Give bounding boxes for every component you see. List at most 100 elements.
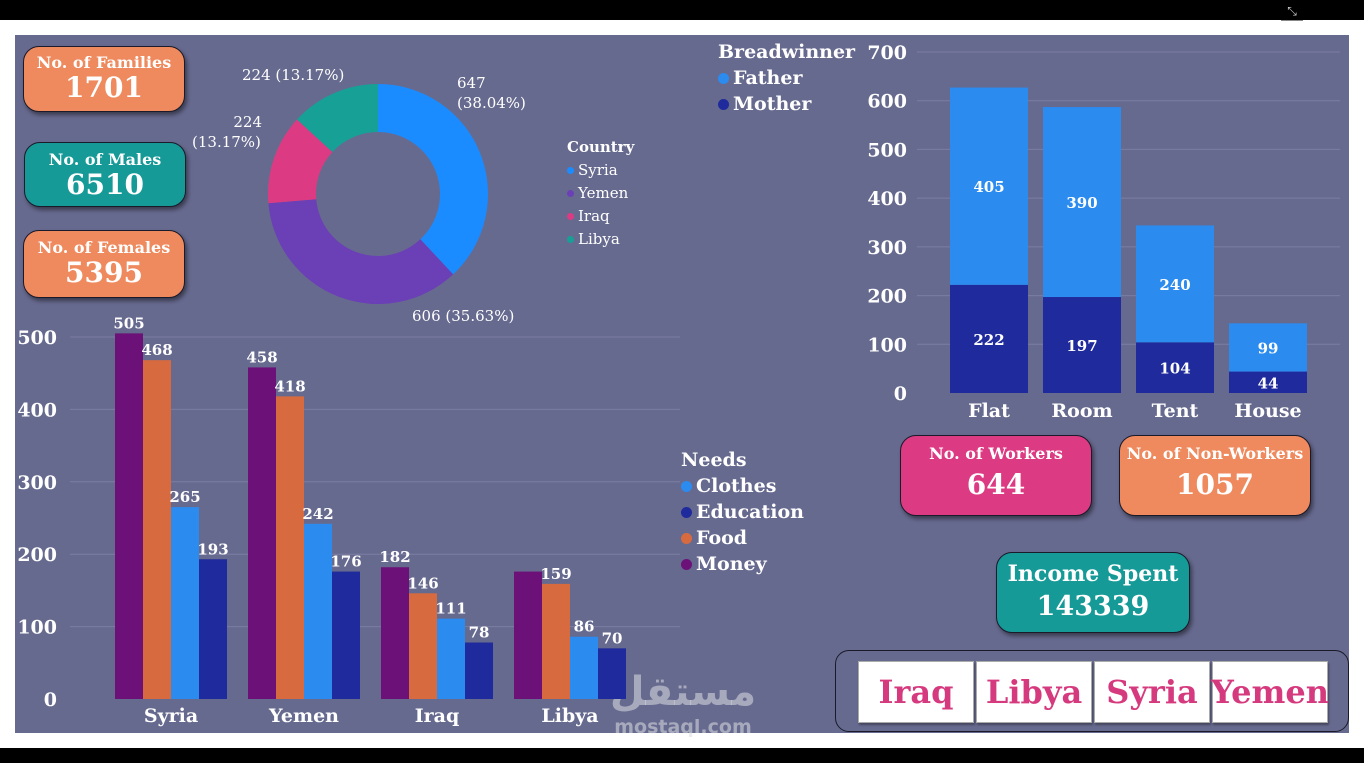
country-legend-syria: Syria	[567, 161, 634, 179]
workers-value: 644	[966, 468, 1026, 501]
needs-bar-libya-money	[514, 571, 542, 699]
donut-label-syria: 647 (38.04%)	[457, 74, 526, 112]
needs-data-label: 418	[274, 377, 305, 395]
needs-data-label: 182	[379, 548, 410, 566]
needs-ytick: 100	[17, 617, 57, 639]
breadwinner-legend-title: Breadwinner	[718, 41, 856, 63]
needs-data-label: 193	[197, 540, 228, 558]
needs-data-label: 159	[540, 565, 571, 583]
needs-legend-food: Food	[681, 527, 804, 549]
housing-data-label: 222	[973, 331, 1004, 349]
housing-data-label: 197	[1066, 337, 1097, 355]
needs-bar-syria-education	[199, 559, 227, 699]
legend-father-label: Father	[733, 67, 803, 89]
legend-swatch	[681, 558, 692, 570]
housing-data-label: 99	[1258, 339, 1279, 357]
country-legend: Country Syria Yemen Iraq Libya	[567, 138, 634, 248]
workers-card: No. of Workers 644	[900, 435, 1092, 516]
slicer-libya[interactable]: Libya	[976, 661, 1092, 723]
housing-bar-tent-father	[1136, 225, 1214, 343]
exit-fullscreen-icon[interactable]: ⤡	[1281, 2, 1303, 21]
country-slicer: Iraq Libya Syria Yemen	[835, 650, 1349, 732]
legend-swatch	[681, 506, 692, 518]
needs-legend-title: Needs	[681, 449, 747, 471]
females-label: No. of Females	[37, 238, 171, 257]
families-label: No. of Families	[36, 53, 172, 72]
legend-swatch	[567, 166, 574, 174]
needs-data-label: 111	[435, 600, 466, 618]
legend-swatch	[681, 532, 692, 544]
legend-swatch	[567, 235, 574, 243]
housing-ytick: 100	[867, 334, 907, 356]
families-value: 1701	[65, 71, 143, 104]
needs-ytick: 500	[17, 327, 57, 349]
country-legend-label: Syria	[578, 161, 618, 179]
mother-swatch	[718, 98, 729, 110]
needs-bar-syria-food	[143, 360, 171, 699]
housing-xtick-room: Room	[1051, 400, 1112, 422]
housing-bar-room-father	[1043, 107, 1121, 298]
housing-ytick: 700	[867, 42, 907, 64]
males-value: 6510	[66, 168, 144, 201]
needs-bar-syria-money	[115, 333, 143, 699]
males-card: No. of Males 6510	[24, 142, 186, 207]
needs-legend: Needs Clothes Education Food Money	[681, 449, 804, 575]
needs-data-label: 265	[169, 488, 200, 506]
slicer-yemen[interactable]: Yemen	[1211, 661, 1329, 723]
non-workers-card: No. of Non-Workers 1057	[1119, 435, 1311, 516]
needs-data-label: 86	[574, 618, 595, 636]
income-card: Income Spent 143339	[996, 552, 1190, 633]
housing-data-label: 104	[1159, 360, 1190, 378]
legend-swatch	[681, 480, 692, 492]
slicer-syria[interactable]: Syria	[1094, 661, 1210, 723]
needs-xtick-iraq: Iraq	[415, 705, 460, 727]
country-legend-title: Country	[567, 138, 635, 156]
needs-ytick: 0	[44, 689, 57, 711]
housing-bar-flat-father	[950, 87, 1028, 285]
country-legend-label: Iraq	[578, 207, 610, 225]
workers-label: No. of Workers	[929, 444, 1063, 463]
needs-ytick: 400	[17, 399, 57, 421]
needs-bar-yemen-clothes	[304, 523, 332, 699]
housing-ytick: 0	[894, 383, 907, 405]
housing-xtick-flat: Flat	[968, 400, 1010, 422]
donut-label-yemen: 606 (35.63%)	[412, 307, 514, 325]
needs-bar-yemen-food	[276, 396, 304, 699]
needs-ytick: 200	[17, 544, 57, 566]
needs-ytick: 300	[17, 472, 57, 494]
needs-data-label: 242	[302, 505, 333, 523]
needs-data-label: 70	[602, 629, 623, 647]
legend-swatch	[567, 212, 574, 220]
housing-ytick: 500	[867, 139, 907, 161]
needs-data-label: 176	[330, 553, 361, 571]
needs-bar-syria-clothes	[171, 507, 199, 699]
housing-data-label: 405	[973, 178, 1004, 196]
needs-legend-money: Money	[681, 553, 804, 575]
needs-legend-clothes: Clothes	[681, 475, 804, 497]
needs-xtick-yemen: Yemen	[268, 705, 339, 727]
housing-bar-room-mother	[1043, 297, 1121, 393]
housing-xtick-tent: Tent	[1152, 400, 1199, 422]
legend-swatch	[567, 189, 574, 197]
non-workers-label: No. of Non-Workers	[1126, 444, 1304, 463]
needs-bar-libya-clothes	[570, 636, 598, 699]
needs-legend-label: Money	[696, 553, 767, 575]
country-legend-libya: Libya	[567, 230, 634, 248]
watermark-logo: مستقل mostaql.com	[598, 668, 768, 746]
income-value: 143339	[1036, 591, 1150, 622]
needs-bar-iraq-education	[465, 642, 493, 699]
needs-data-label: 468	[141, 341, 172, 359]
donut-slice-libya	[297, 84, 378, 153]
slicer-iraq[interactable]: Iraq	[858, 661, 974, 723]
needs-legend-label: Clothes	[696, 475, 777, 497]
legend-mother-label: Mother	[733, 93, 812, 115]
housing-ytick: 300	[867, 237, 907, 259]
needs-bar-libya-education	[598, 648, 626, 699]
housing-bar-flat-mother	[950, 284, 1028, 393]
legend-mother: Mother	[718, 93, 855, 115]
housing-bar-house-mother	[1229, 371, 1307, 393]
non-workers-value: 1057	[1176, 468, 1254, 501]
needs-data-label: 78	[469, 624, 490, 642]
needs-bar-iraq-food	[409, 593, 437, 699]
donut-slice-syria	[378, 84, 488, 275]
